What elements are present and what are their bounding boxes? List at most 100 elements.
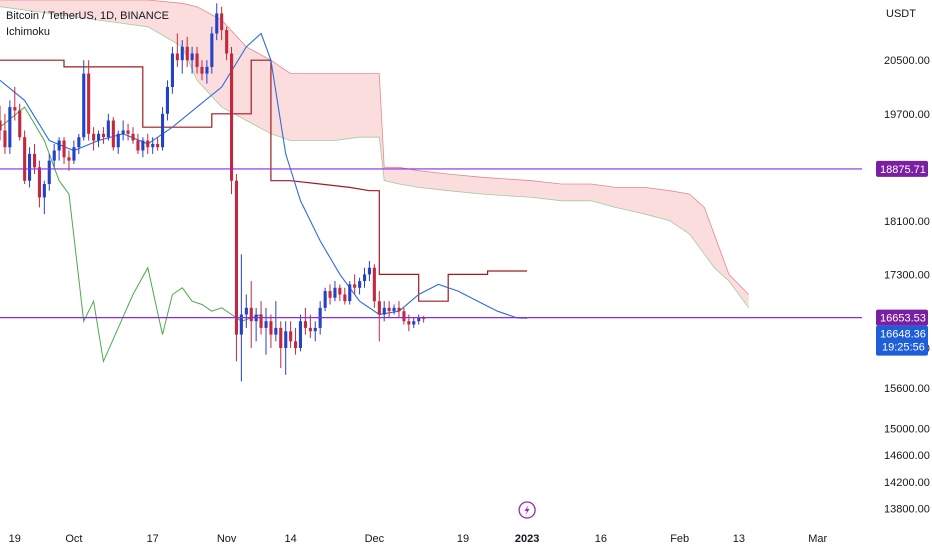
- candle-body[interactable]: [363, 274, 367, 282]
- candle-body[interactable]: [387, 307, 391, 312]
- candle-body[interactable]: [126, 130, 130, 134]
- candle-body[interactable]: [72, 147, 76, 161]
- candle-body[interactable]: [175, 53, 179, 61]
- candle-body[interactable]: [161, 113, 165, 148]
- candle-body[interactable]: [294, 341, 298, 348]
- candle-body[interactable]: [402, 311, 406, 322]
- x-tick-label: 19: [9, 533, 21, 545]
- candle-body[interactable]: [313, 327, 317, 332]
- candle-body[interactable]: [284, 331, 288, 348]
- x-tick-label: 13: [733, 533, 745, 545]
- candle-body[interactable]: [269, 321, 273, 335]
- candle-body[interactable]: [397, 307, 401, 312]
- candle-body[interactable]: [244, 307, 248, 315]
- candle-body[interactable]: [239, 314, 243, 335]
- lightning-bolt-glyph: [524, 505, 530, 515]
- candle-body[interactable]: [323, 291, 327, 308]
- candle-body[interactable]: [87, 73, 91, 134]
- candle-body[interactable]: [220, 13, 224, 31]
- candle-body[interactable]: [249, 307, 253, 322]
- symbol-title: Bitcoin / TetherUS, 1D, BINANCE: [6, 10, 170, 22]
- candle-body[interactable]: [348, 284, 352, 302]
- candle-body[interactable]: [151, 143, 155, 148]
- candle-body[interactable]: [367, 267, 371, 275]
- candle-body[interactable]: [37, 167, 41, 198]
- candle-body[interactable]: [279, 327, 283, 348]
- candle-body[interactable]: [407, 321, 411, 325]
- candle-body[interactable]: [372, 267, 376, 302]
- candle-body[interactable]: [42, 184, 46, 198]
- candle-body[interactable]: [13, 107, 17, 111]
- candle-body[interactable]: [97, 133, 101, 141]
- candle-body[interactable]: [289, 331, 293, 342]
- candle-body[interactable]: [3, 130, 7, 148]
- candle-body[interactable]: [298, 321, 302, 348]
- candle-body[interactable]: [417, 317, 421, 322]
- candle-body[interactable]: [111, 120, 115, 148]
- y-tick-label: 15000.00: [884, 423, 930, 435]
- candle-body[interactable]: [146, 140, 150, 148]
- indicator-label[interactable]: Ichimoku: [6, 26, 51, 38]
- candle-body[interactable]: [28, 153, 32, 181]
- candle-body[interactable]: [353, 284, 357, 288]
- candle-body[interactable]: [8, 107, 12, 148]
- candle-body[interactable]: [358, 281, 362, 288]
- candle-body[interactable]: [57, 140, 61, 151]
- candle-body[interactable]: [101, 133, 105, 138]
- candle-body[interactable]: [156, 143, 160, 148]
- candle-body[interactable]: [333, 287, 337, 298]
- x-tick-label: Mar: [808, 533, 827, 545]
- candle-body[interactable]: [382, 307, 386, 315]
- candle-body[interactable]: [264, 321, 268, 328]
- candle-body[interactable]: [412, 321, 416, 325]
- x-tick-label: Oct: [65, 533, 82, 545]
- candle-body[interactable]: [195, 53, 199, 67]
- candle-body[interactable]: [225, 30, 229, 54]
- candle-body[interactable]: [18, 110, 22, 138]
- candle-body[interactable]: [234, 180, 238, 335]
- candle-body[interactable]: [52, 150, 56, 161]
- candle-body[interactable]: [230, 53, 234, 181]
- candle-body[interactable]: [62, 140, 66, 158]
- candle-body[interactable]: [136, 140, 140, 151]
- y-tick-label: 14600.00: [884, 450, 930, 462]
- candle-body[interactable]: [106, 120, 110, 138]
- candle-body[interactable]: [308, 327, 312, 332]
- candle-body[interactable]: [259, 314, 263, 328]
- candle-body[interactable]: [116, 133, 120, 148]
- candle-body[interactable]: [47, 160, 51, 184]
- candle-body[interactable]: [33, 153, 37, 168]
- candle-body[interactable]: [141, 140, 145, 151]
- candle-body[interactable]: [185, 46, 189, 61]
- candle-body[interactable]: [131, 133, 135, 141]
- candle-body[interactable]: [165, 87, 169, 114]
- y-tick-label: 13800.00: [884, 504, 930, 516]
- candle-body[interactable]: [190, 53, 194, 61]
- candle-body[interactable]: [82, 73, 86, 138]
- candle-body[interactable]: [121, 130, 125, 134]
- candle-body[interactable]: [67, 157, 71, 161]
- candle-body[interactable]: [0, 120, 2, 131]
- x-tick-label: 17: [147, 533, 159, 545]
- candle-body[interactable]: [274, 327, 278, 335]
- candle-body[interactable]: [210, 33, 214, 68]
- candle-body[interactable]: [303, 321, 307, 328]
- candle-body[interactable]: [77, 137, 81, 148]
- candle-body[interactable]: [200, 66, 204, 74]
- candle-body[interactable]: [92, 133, 96, 141]
- price-tag-lower-line-bg: [876, 309, 928, 326]
- candle-body[interactable]: [343, 294, 347, 302]
- candle-body[interactable]: [422, 317, 426, 319]
- candle-body[interactable]: [377, 301, 381, 315]
- candle-body[interactable]: [180, 46, 184, 61]
- candle-body[interactable]: [338, 287, 342, 295]
- candle-body[interactable]: [392, 307, 396, 312]
- bar-countdown: 19:25:56: [882, 342, 925, 354]
- candle-body[interactable]: [23, 137, 27, 181]
- candle-body[interactable]: [170, 53, 174, 88]
- candle-body[interactable]: [328, 291, 332, 298]
- candle-body[interactable]: [215, 13, 219, 34]
- candle-body[interactable]: [205, 66, 209, 74]
